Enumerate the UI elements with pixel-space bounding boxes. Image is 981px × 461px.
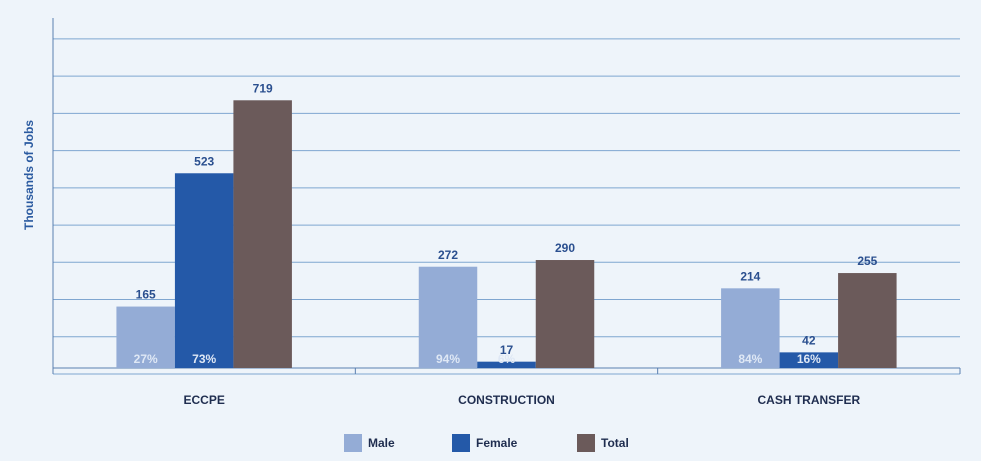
- x-tick-label: CASH TRANSFER: [757, 393, 860, 407]
- value-label: 255: [857, 254, 877, 268]
- legend-swatch: [452, 434, 470, 452]
- percent-label: 84%: [738, 352, 762, 366]
- x-tick-label: CONSTRUCTION: [458, 393, 555, 407]
- bar: [233, 100, 292, 368]
- value-label: 42: [802, 334, 816, 348]
- legend-label: Total: [601, 436, 629, 450]
- x-tick-label: ECCPE: [183, 393, 224, 407]
- bar: [721, 288, 780, 368]
- bar: [779, 352, 839, 368]
- y-axis-label: Thousands of Jobs: [22, 120, 36, 230]
- percent-label: 6%: [498, 352, 516, 366]
- legend-swatch: [577, 434, 595, 452]
- bar: [477, 361, 536, 368]
- percent-label: 16%: [797, 352, 821, 366]
- percent-label: 73%: [192, 352, 216, 366]
- bar: [116, 306, 175, 368]
- value-label: 272: [438, 248, 458, 262]
- value-label: 719: [253, 81, 273, 95]
- value-label: 17: [500, 343, 514, 357]
- bar: [418, 266, 478, 368]
- percent-label: 27%: [134, 352, 158, 366]
- bar: [535, 260, 595, 368]
- value-label: 290: [555, 241, 575, 255]
- value-label: 165: [136, 288, 156, 302]
- legend-swatch: [344, 434, 362, 452]
- value-label: 214: [740, 269, 760, 283]
- legend-label: Female: [476, 436, 518, 450]
- bar: [174, 173, 234, 368]
- legend-label: Male: [368, 436, 395, 450]
- value-label: 523: [194, 154, 214, 168]
- bar: [838, 273, 897, 368]
- percent-label: 94%: [436, 352, 460, 366]
